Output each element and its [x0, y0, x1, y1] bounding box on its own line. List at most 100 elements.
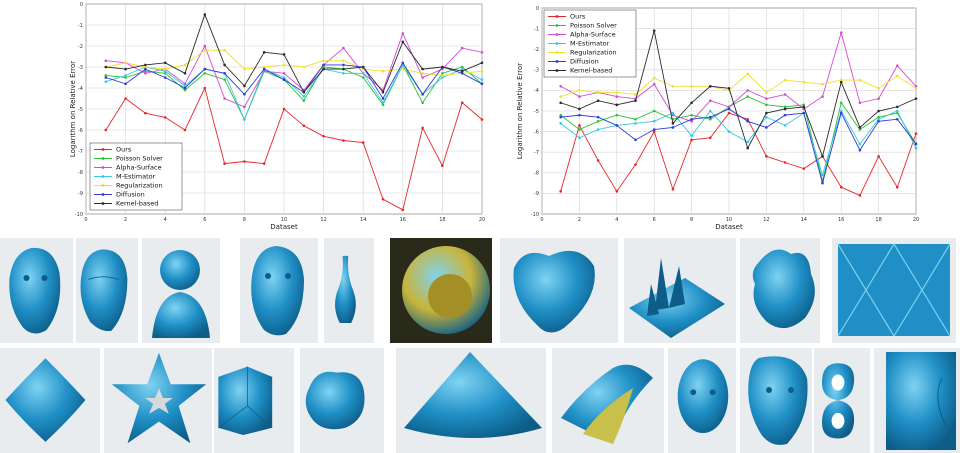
data-point: [652, 76, 656, 80]
x-axis-label: Dataset: [270, 223, 298, 231]
data-point: [559, 113, 562, 117]
data-point: [480, 78, 484, 81]
data-point: [104, 59, 108, 62]
series-line-alpha-surface: [560, 31, 917, 122]
legend-label: Ours: [116, 146, 132, 154]
data-point: [914, 142, 918, 146]
data-point: [302, 124, 306, 128]
data-point: [223, 48, 226, 52]
left-line-chart: 0 2 4 6 8 10 12 14 16 18 20 0 -1 -2 -3 -4 -5 -6 -7 -8 -9 -10 D…: [70, 0, 490, 232]
data-point: [914, 87, 918, 90]
data-point: [914, 146, 918, 150]
data-point: [821, 181, 824, 185]
thumbnail-rough-surface: [874, 348, 960, 453]
data-point: [243, 93, 246, 96]
shape-gallery-row-2: [0, 348, 960, 453]
y-tick-label: -4: [534, 88, 539, 94]
data-point: [282, 78, 286, 81]
data-point: [124, 61, 127, 65]
thumbnail-corner-box: [214, 348, 294, 453]
thumbnail-coin: [390, 238, 492, 343]
y-tick-label: -5: [78, 107, 83, 113]
data-point: [783, 161, 787, 164]
data-point: [302, 90, 306, 94]
data-point: [914, 97, 918, 100]
data-point: [634, 99, 637, 102]
data-point: [401, 208, 405, 212]
x-tick-label: 16: [400, 217, 406, 223]
data-point: [342, 67, 345, 71]
data-point: [858, 148, 862, 152]
data-point: [652, 82, 656, 86]
data-point: [480, 118, 484, 121]
data-point: [596, 159, 600, 162]
data-point: [652, 128, 656, 131]
data-point: [361, 141, 365, 144]
y-tick-label: -10: [75, 212, 83, 218]
data-point: [203, 48, 207, 52]
data-point: [401, 32, 405, 35]
thumbnail-cone: [396, 348, 546, 453]
data-point: [877, 97, 880, 100]
x-tick-label: 0: [540, 217, 543, 223]
legend-label: Regularization: [116, 182, 163, 190]
x-tick-label: 16: [838, 217, 844, 223]
y-tick-label: -8: [534, 171, 539, 177]
data-point: [765, 97, 768, 100]
data-point: [896, 64, 899, 67]
x-tick-label: 4: [164, 217, 167, 223]
data-point: [441, 164, 444, 167]
legend-marker: [555, 51, 559, 54]
thumbnail-face-scan-2: [76, 238, 138, 343]
y-tick-label: -10: [531, 212, 539, 218]
data-point: [144, 69, 147, 73]
data-point: [615, 91, 619, 94]
data-point: [877, 117, 880, 121]
x-axis-label: Dataset: [715, 223, 743, 231]
y-tick-label: -9: [534, 191, 539, 197]
data-point: [578, 107, 581, 111]
data-point: [243, 105, 246, 109]
x-tick-label: 2: [124, 217, 127, 223]
data-point: [709, 84, 712, 88]
data-point: [381, 198, 385, 201]
data-point: [559, 190, 562, 193]
x-tick-label: 18: [875, 217, 881, 223]
legend-label: Poisson Solver: [570, 22, 617, 30]
data-point: [765, 111, 768, 115]
data-point: [578, 89, 581, 92]
legend-label: Diffusion: [570, 58, 599, 66]
data-point: [709, 115, 712, 119]
data-point: [615, 95, 619, 98]
data-point: [821, 155, 824, 158]
data-point: [839, 111, 843, 115]
legend-marker: [101, 193, 105, 196]
legend-label: Diffusion: [116, 191, 145, 199]
data-point: [896, 109, 899, 113]
data-point: [802, 80, 806, 84]
data-point: [282, 53, 286, 56]
legend-marker: [101, 148, 105, 151]
data-point: [421, 93, 424, 96]
data-point: [361, 76, 365, 79]
data-point: [203, 86, 207, 90]
thumbnail-bust: [142, 238, 220, 343]
data-point: [163, 61, 167, 65]
data-point: [322, 67, 325, 71]
data-point: [783, 107, 787, 111]
thumbnail-blob-heart: [500, 238, 618, 343]
data-point: [183, 128, 187, 132]
data-point: [282, 72, 286, 75]
data-point: [144, 63, 147, 67]
x-tick-label: 14: [801, 217, 807, 223]
data-point: [877, 120, 880, 123]
data-point: [596, 99, 600, 102]
data-point: [858, 101, 862, 105]
data-point: [342, 46, 345, 50]
thumbnail-diamond-pattern: [832, 238, 956, 343]
data-point: [578, 113, 581, 117]
data-point: [381, 97, 385, 100]
data-point: [203, 13, 207, 16]
series-line-poisson-solver: [105, 63, 483, 121]
